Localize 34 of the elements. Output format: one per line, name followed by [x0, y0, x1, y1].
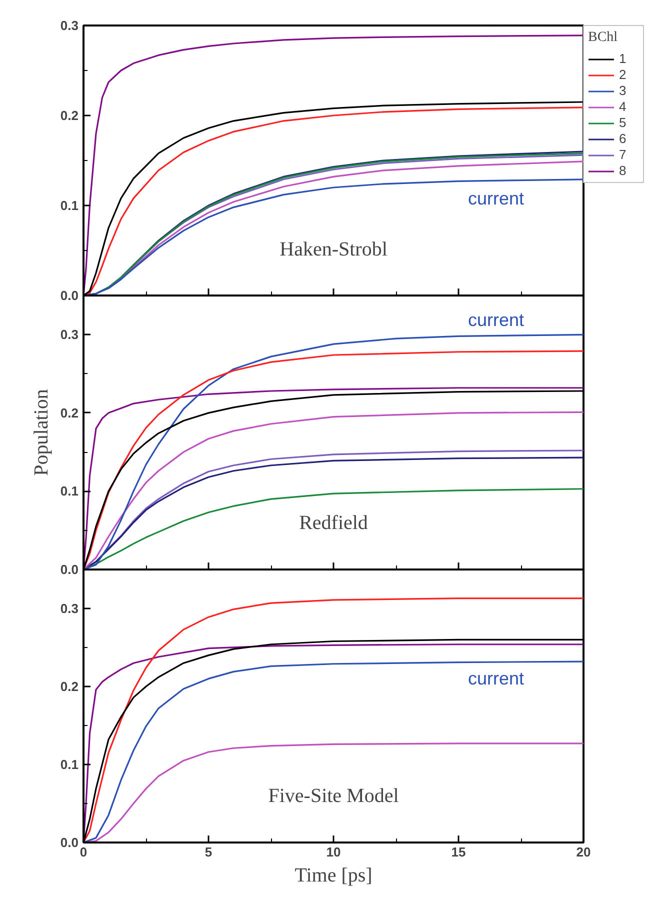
y-tick-label: 0.2: [60, 679, 79, 694]
y-tick-label: 0.1: [60, 198, 79, 213]
legend-label: 8: [619, 163, 628, 178]
legend-label: 2: [619, 67, 628, 82]
x-tick-label: 0: [80, 844, 88, 860]
y-tick-label: 0.2: [60, 405, 79, 420]
y-tick-label: 0.0: [60, 288, 79, 303]
legend-label: 5: [619, 115, 628, 130]
legend-label: 7: [619, 147, 628, 162]
y-tick-label: 0.3: [60, 327, 79, 342]
y-tick-label: 0.1: [60, 484, 79, 499]
annotation: current: [468, 188, 524, 208]
annotation: current: [468, 668, 524, 689]
y-tick-label: 0.2: [60, 108, 79, 123]
annotation: current: [468, 310, 524, 330]
x-axis-title: Time [ps]: [294, 864, 372, 886]
y-axis-title: Population: [30, 389, 52, 476]
y-tick-label: 0.1: [60, 757, 79, 772]
x-tick-label: 15: [451, 844, 466, 860]
legend-label: 4: [619, 99, 628, 114]
legend-label: 6: [619, 131, 628, 146]
legend-label: 1: [619, 51, 628, 66]
legend-label: 3: [619, 83, 628, 98]
y-tick-label: 0.0: [60, 562, 79, 577]
legend-title: BChl: [588, 30, 619, 46]
x-tick-label: 20: [576, 844, 591, 860]
y-tick-label: 0.3: [60, 18, 79, 33]
y-tick-label: 0.0: [60, 835, 79, 850]
y-tick-label: 0.3: [60, 601, 79, 616]
annotation: Redfield: [299, 512, 368, 534]
annotation: Five-Site Model: [268, 785, 400, 808]
annotation: Haken-Strobl: [280, 238, 388, 261]
x-tick-label: 5: [204, 844, 212, 860]
x-tick-label: 10: [326, 844, 341, 860]
